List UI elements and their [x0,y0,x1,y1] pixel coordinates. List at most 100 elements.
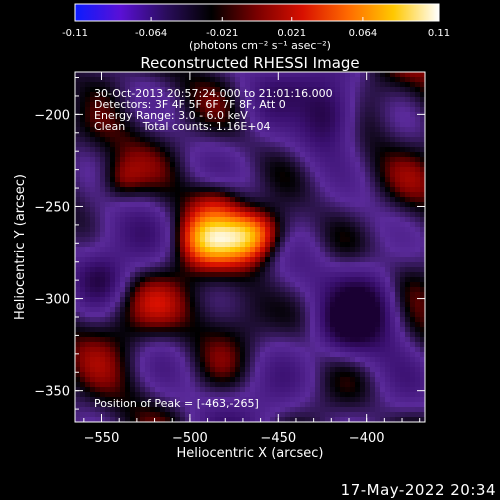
heatmap-pixel [280,127,286,133]
heatmap-pixel [80,382,86,388]
heatmap-pixel [295,362,301,368]
heatmap-pixel [330,142,336,148]
heatmap-pixel [125,322,131,328]
heatmap-pixel [185,352,191,358]
heatmap-pixel [310,417,316,422]
heatmap-pixel [300,147,306,153]
heatmap-pixel [315,392,321,398]
heatmap-pixel [165,287,171,293]
heatmap-pixel [265,102,271,108]
heatmap-pixel [230,322,236,328]
heatmap-pixel [325,187,331,193]
heatmap-pixel [390,272,396,278]
heatmap-pixel [215,147,221,153]
heatmap-pixel [200,417,206,422]
heatmap-pixel [405,307,411,313]
heatmap-pixel [145,262,151,268]
heatmap-pixel [165,322,171,328]
heatmap-pixel [250,227,256,233]
heatmap-pixel [230,277,236,283]
heatmap-pixel [125,297,131,303]
heatmap-pixel [100,122,106,128]
heatmap-pixel [230,337,236,343]
heatmap-pixel [225,292,231,298]
heatmap-pixel [270,227,276,233]
heatmap-pixel [150,237,156,243]
heatmap-pixel [350,262,356,268]
heatmap-pixel [335,227,341,233]
heatmap-pixel [325,332,331,338]
heatmap-pixel [395,392,401,398]
heatmap-pixel [205,347,211,353]
heatmap-pixel [145,197,151,203]
heatmap-pixel [290,262,296,268]
heatmap-pixel [280,337,286,343]
heatmap-pixel [265,77,271,83]
heatmap-pixel [225,202,231,208]
heatmap-pixel [140,222,146,228]
heatmap-pixel [245,317,251,323]
heatmap-pixel [355,167,361,173]
heatmap-pixel [375,407,381,413]
heatmap-pixel [80,292,86,298]
heatmap-pixel [280,262,286,268]
heatmap-pixel [195,92,201,98]
heatmap-pixel [300,227,306,233]
heatmap-pixel [350,332,356,338]
heatmap-pixel [270,122,276,128]
heatmap-pixel [275,412,281,418]
heatmap-pixel [225,117,231,123]
heatmap-pixel [375,372,381,378]
heatmap-pixel [205,162,211,168]
heatmap-pixel [220,157,226,163]
heatmap-pixel [75,232,81,238]
heatmap-pixel [255,142,261,148]
heatmap-pixel [190,292,196,298]
heatmap-pixel [245,347,251,353]
heatmap-pixel [230,292,236,298]
heatmap-pixel [300,272,306,278]
heatmap-pixel [305,142,311,148]
heatmap-pixel [105,407,111,413]
heatmap-pixel [175,272,181,278]
heatmap-pixel [95,207,101,213]
heatmap-pixel [360,412,366,418]
heatmap-pixel [370,197,376,203]
heatmap-pixel [195,337,201,343]
heatmap-pixel [90,182,96,188]
heatmap-pixel [210,387,216,393]
heatmap-pixel [95,362,101,368]
heatmap-pixel [335,397,341,403]
heatmap-pixel [215,247,221,253]
heatmap-pixel [285,202,291,208]
heatmap-pixel [280,322,286,328]
heatmap-pixel [290,222,296,228]
heatmap-pixel [95,297,101,303]
heatmap-pixel [310,222,316,228]
heatmap-pixel [225,412,231,418]
heatmap-pixel [415,332,421,338]
heatmap-pixel [265,82,271,88]
heatmap-pixel [420,122,425,128]
heatmap-pixel [335,342,341,348]
heatmap-pixel [270,232,276,238]
heatmap-pixel [395,352,401,358]
heatmap-pixel [320,82,326,88]
heatmap-pixel [415,232,421,238]
heatmap-pixel [220,147,226,153]
heatmap-pixel [330,202,336,208]
heatmap-pixel [155,157,161,163]
heatmap-pixel [230,317,236,323]
heatmap-pixel [210,217,216,223]
heatmap-pixel [155,97,161,103]
heatmap-pixel [180,382,186,388]
heatmap-pixel [95,397,101,403]
heatmap-pixel [145,377,151,383]
heatmap-pixel [335,262,341,268]
heatmap-pixel [140,72,146,78]
x-tick-label: −400 [349,431,385,446]
heatmap-pixel [400,392,406,398]
heatmap-pixel [180,122,186,128]
heatmap-pixel [90,117,96,123]
heatmap-pixel [130,282,136,288]
